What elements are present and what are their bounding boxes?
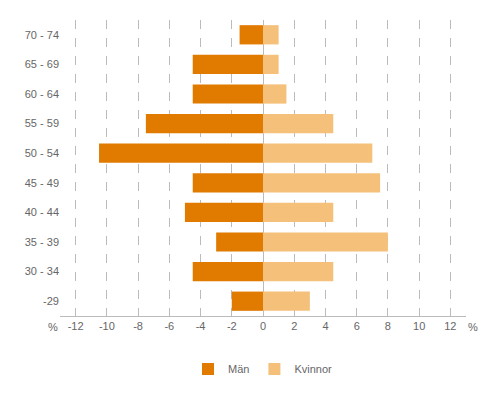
svg-text:-29: -29	[43, 295, 59, 307]
svg-text:%: %	[48, 321, 58, 333]
svg-text:50 - 54: 50 - 54	[25, 147, 59, 159]
svg-text:Kvinnor: Kvinnor	[294, 363, 332, 375]
svg-text:35 - 39: 35 - 39	[25, 236, 59, 248]
svg-text:0: 0	[260, 320, 266, 332]
svg-text:6: 6	[354, 320, 360, 332]
svg-text:2: 2	[291, 320, 297, 332]
svg-text:8: 8	[385, 320, 391, 332]
svg-text:40 - 44: 40 - 44	[25, 206, 59, 218]
svg-text:Män: Män	[228, 363, 249, 375]
svg-text:12: 12	[444, 320, 456, 332]
svg-text:-6: -6	[164, 320, 174, 332]
svg-text:-4: -4	[196, 320, 206, 332]
svg-text:-10: -10	[99, 320, 115, 332]
svg-text:10: 10	[413, 320, 425, 332]
svg-text:65 - 69: 65 - 69	[25, 58, 59, 70]
svg-text:70 - 74: 70 - 74	[25, 29, 59, 41]
svg-text:-8: -8	[133, 320, 143, 332]
svg-text:30 - 34: 30 - 34	[25, 265, 59, 277]
svg-text:4: 4	[322, 320, 328, 332]
svg-text:55 - 59: 55 - 59	[25, 117, 59, 129]
svg-text:-12: -12	[68, 320, 84, 332]
svg-text:%: %	[468, 321, 478, 333]
svg-text:60 - 64: 60 - 64	[25, 88, 59, 100]
svg-text:-2: -2	[227, 320, 237, 332]
svg-text:45 - 49: 45 - 49	[25, 177, 59, 189]
